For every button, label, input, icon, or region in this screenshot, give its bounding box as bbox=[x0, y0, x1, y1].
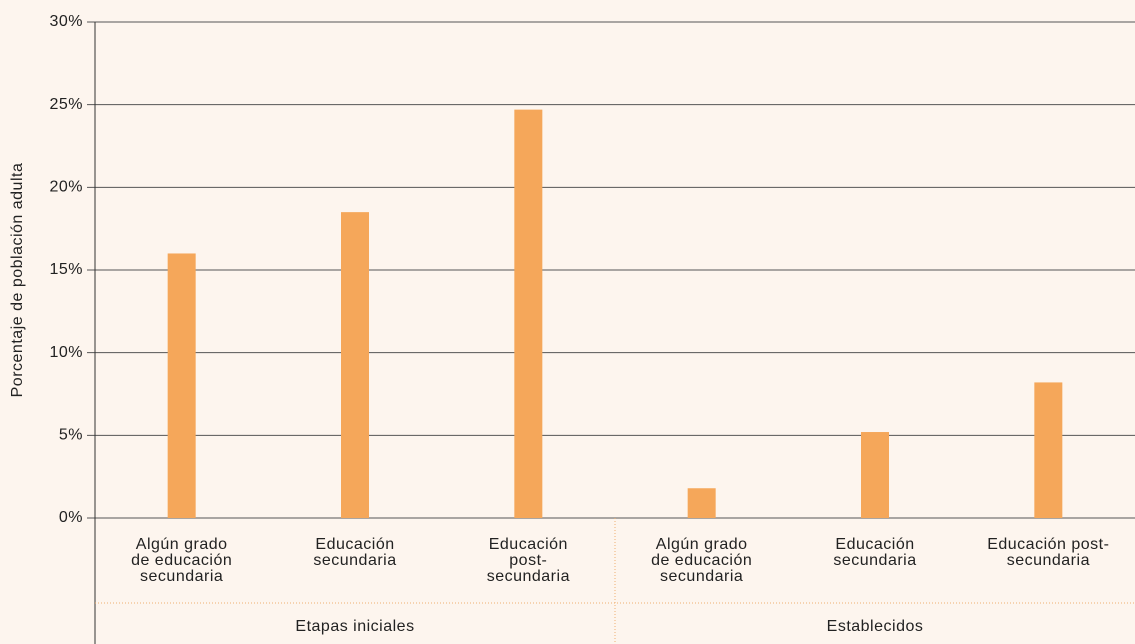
y-axis-label: Porcentaje de población adulta bbox=[9, 163, 26, 398]
group-label: Etapas iniciales bbox=[295, 618, 414, 635]
y-tick-label: 10% bbox=[49, 344, 83, 361]
bar bbox=[687, 488, 716, 518]
bar bbox=[514, 109, 543, 519]
x-tick-label: secundaria bbox=[313, 552, 396, 569]
x-tick-label: Educación bbox=[835, 536, 914, 553]
x-tick-label: secundaria bbox=[140, 568, 223, 585]
bar bbox=[1034, 382, 1063, 518]
y-tick-label: 20% bbox=[49, 179, 83, 196]
x-tick-label: de educación bbox=[131, 552, 232, 569]
y-tick-label: 15% bbox=[49, 261, 83, 278]
bar bbox=[861, 432, 889, 518]
y-tick-label: 25% bbox=[49, 96, 83, 113]
x-tick-label: Educación bbox=[315, 536, 394, 553]
y-tick-label: 30% bbox=[49, 13, 83, 30]
x-tick-label: post- bbox=[509, 552, 547, 569]
x-tick-label: Educación post- bbox=[987, 536, 1109, 553]
y-tick-label: 5% bbox=[59, 427, 83, 444]
bar bbox=[341, 212, 369, 518]
x-tick-label: Algún grado bbox=[136, 536, 228, 553]
y-tick-label: 0% bbox=[59, 509, 83, 526]
x-tick-label: Educación bbox=[489, 536, 568, 553]
group-label: Establecidos bbox=[827, 618, 924, 635]
x-tick-label: secundaria bbox=[833, 552, 916, 569]
x-tick-label: Algún grado bbox=[656, 536, 748, 553]
x-tick-label: secundaria bbox=[660, 568, 743, 585]
x-tick-label: secundaria bbox=[1007, 552, 1090, 569]
x-tick-label: secundaria bbox=[487, 568, 570, 585]
x-tick-label: de educación bbox=[651, 552, 752, 569]
bar bbox=[167, 253, 196, 518]
